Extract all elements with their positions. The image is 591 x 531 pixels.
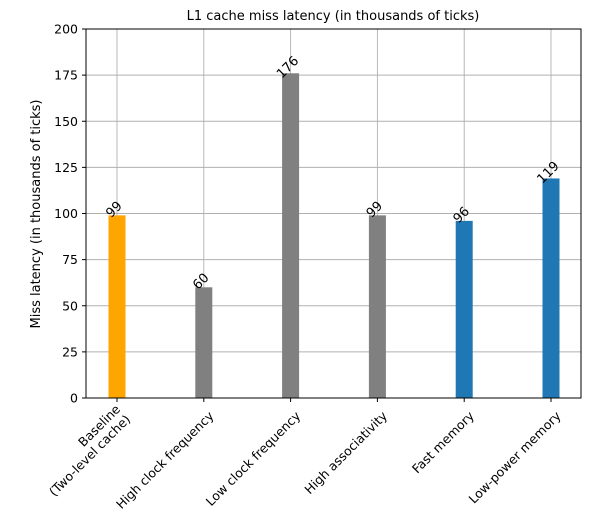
x-tick-label: Baseline(Two-level cache) — [36, 401, 134, 499]
y-tick-label: 175 — [54, 68, 78, 83]
x-tick-label-line: High associativity — [301, 408, 390, 497]
bar — [195, 287, 213, 398]
y-tick-label: 25 — [62, 344, 78, 359]
x-tick-label-line: Low-power memory — [465, 408, 564, 507]
y-axis-ticks: 0 25 50 75 100 125 150 175 200 — [54, 22, 86, 406]
y-tick-label: 0 — [70, 391, 78, 406]
x-tick-label: Low-power memory — [465, 408, 564, 507]
bar — [282, 73, 300, 398]
bars — [108, 73, 560, 398]
y-tick-label: 50 — [62, 298, 78, 313]
x-tick-label-line: Fast memory — [409, 408, 478, 477]
bar — [368, 215, 386, 398]
y-tick-label: 100 — [54, 206, 78, 221]
x-tick-label: Fast memory — [409, 408, 478, 477]
y-tick-label: 75 — [62, 252, 78, 267]
y-tick-label: 125 — [54, 160, 78, 175]
y-tick-label: 150 — [54, 114, 78, 129]
y-axis-title: Miss latency (in thousands of ticks) — [29, 99, 44, 328]
x-axis-ticks: Baseline(Two-level cache)High clock freq… — [36, 398, 564, 512]
y-tick-label: 200 — [54, 22, 78, 37]
chart-title: L1 cache miss latency (in thousands of t… — [187, 9, 480, 24]
x-tick-label-line: Low clock frequency — [203, 408, 304, 509]
grid-lines — [86, 28, 581, 399]
bar — [455, 220, 473, 398]
x-tick-label: Low clock frequency — [203, 408, 304, 509]
x-tick-label: High associativity — [301, 408, 390, 497]
bar — [108, 215, 126, 398]
bar — [542, 178, 560, 398]
